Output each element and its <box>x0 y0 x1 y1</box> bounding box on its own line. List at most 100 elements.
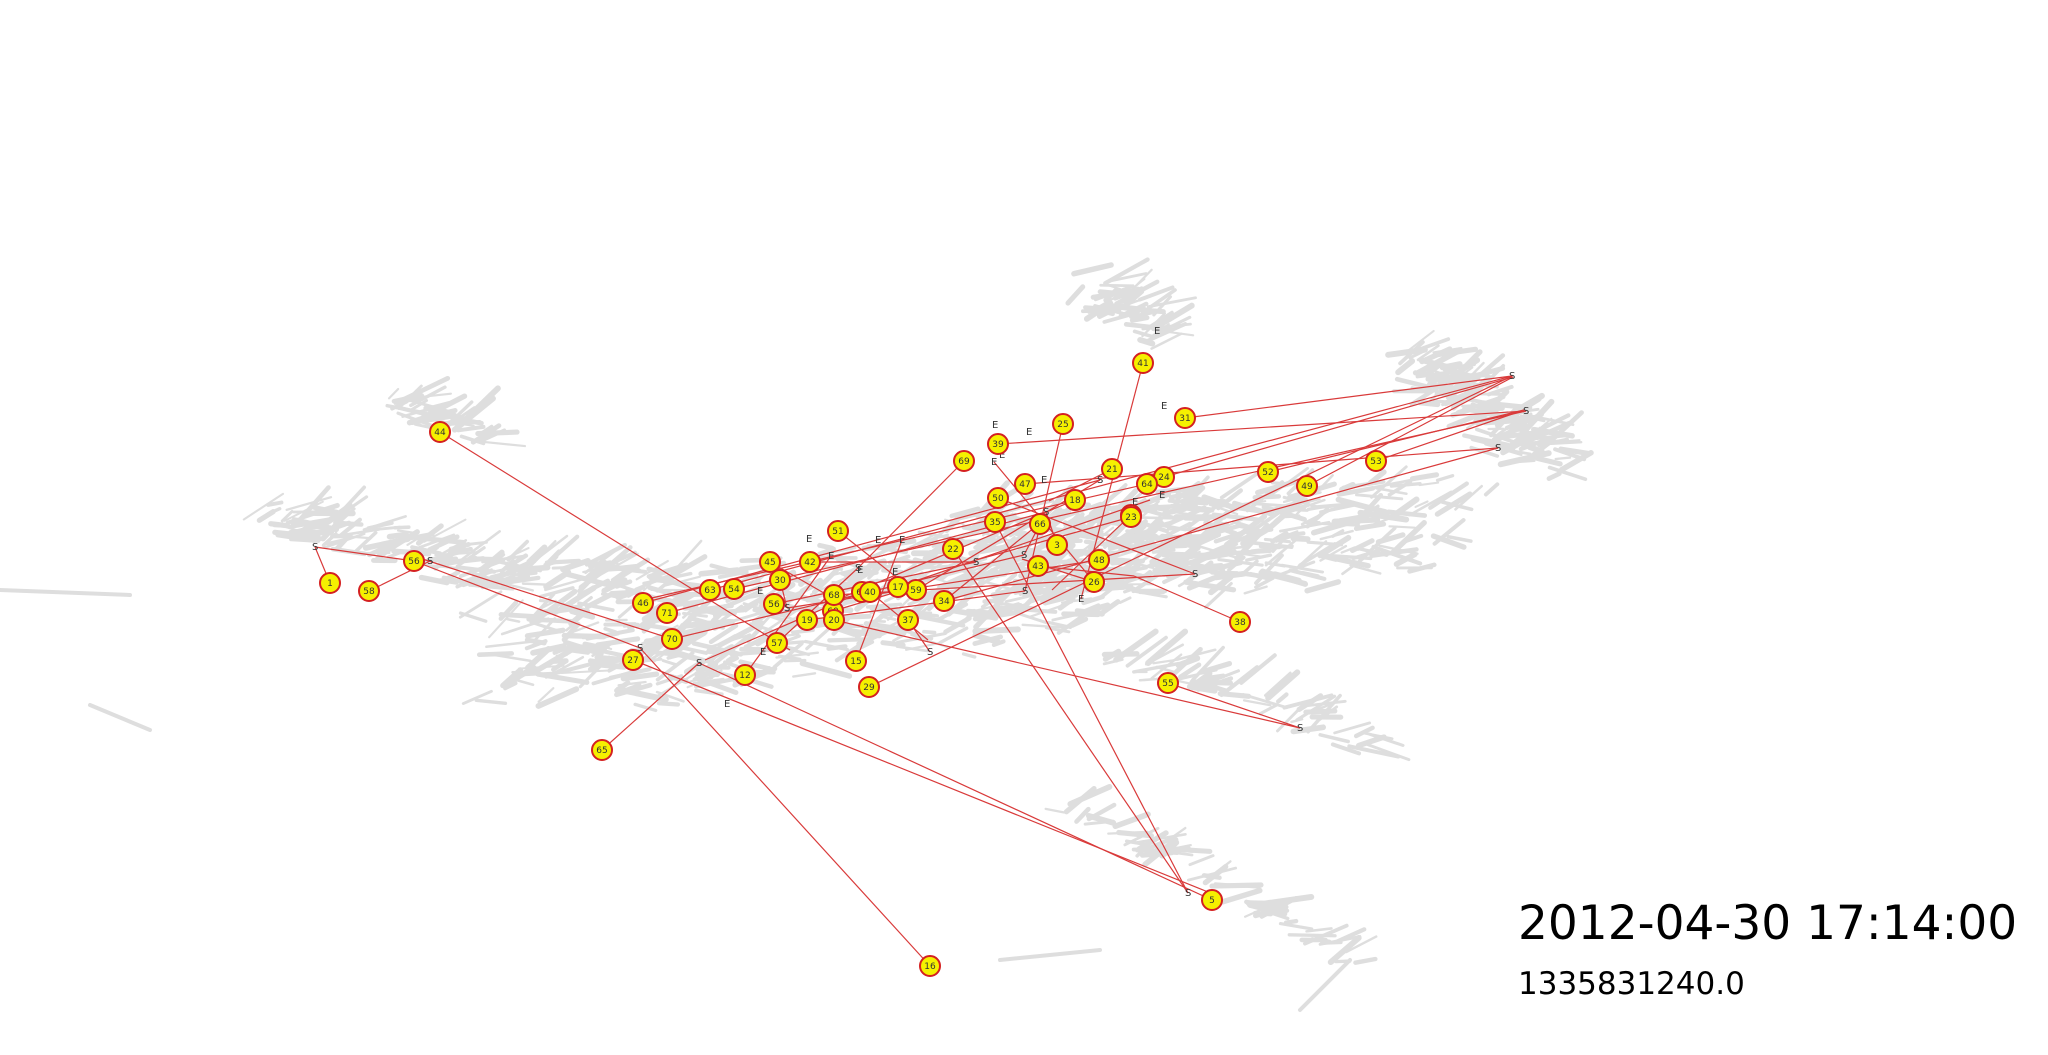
street-segment <box>1497 450 1552 468</box>
vehicle-marker[interactable]: 37 <box>897 609 919 631</box>
vehicle-marker-label: 53 <box>1370 457 1381 467</box>
vehicle-marker[interactable]: 68 <box>823 584 845 606</box>
street-segment <box>682 622 717 636</box>
vehicle-marker[interactable]: 46 <box>632 592 654 614</box>
vehicle-marker-label: 63 <box>704 586 715 596</box>
vehicle-marker[interactable]: 57 <box>766 632 788 654</box>
vehicle-marker[interactable]: 16 <box>919 955 941 977</box>
trip-start-label: S <box>1297 723 1303 734</box>
trip-line <box>1037 565 1135 577</box>
vehicle-marker[interactable]: 30 <box>769 569 791 591</box>
vehicle-marker-circle <box>766 632 788 654</box>
street-segment <box>1150 332 1183 350</box>
vehicle-marker[interactable]: 39 <box>987 433 1009 455</box>
vehicle-marker-label: 68 <box>828 591 840 601</box>
vehicle-marker[interactable]: 42 <box>799 551 821 573</box>
vehicle-marker[interactable]: 29 <box>858 676 880 698</box>
vehicle-marker-label: 40 <box>864 588 876 598</box>
trip-line <box>1184 375 1513 419</box>
vehicle-marker[interactable]: 56 <box>763 593 785 615</box>
vehicle-marker[interactable]: 44 <box>429 421 451 443</box>
street-segment <box>642 571 693 586</box>
street-segment <box>629 648 680 657</box>
street-segment <box>772 641 804 669</box>
vehicle-marker[interactable]: 69 <box>953 450 975 472</box>
vehicle-marker[interactable]: 65 <box>591 739 613 761</box>
vehicle-marker[interactable]: 23 <box>1120 506 1142 528</box>
vehicle-marker-label: 65 <box>596 746 607 756</box>
street-segment <box>1118 596 1132 604</box>
vehicle-marker[interactable]: 55 <box>1157 672 1179 694</box>
vehicle-marker[interactable]: 70 <box>661 628 683 650</box>
vehicle-marker[interactable]: 58 <box>358 580 380 602</box>
vehicle-marker[interactable]: 40 <box>859 581 881 603</box>
vehicle-marker[interactable]: 43 <box>1027 555 1049 577</box>
street-segment <box>972 632 1001 645</box>
street-segment <box>1338 512 1375 523</box>
vehicle-marker[interactable]: 5 <box>1201 889 1223 911</box>
vehicle-marker-circle <box>429 421 451 443</box>
vehicle-marker[interactable]: 71 <box>656 602 678 624</box>
street-segment <box>799 660 853 679</box>
vehicle-marker[interactable]: 64 <box>1136 473 1158 495</box>
vehicle-marker[interactable]: 50 <box>987 487 1009 509</box>
vehicle-marker-circle <box>1296 475 1318 497</box>
vehicle-marker[interactable]: 22 <box>942 538 964 560</box>
street-segment <box>1289 498 1326 514</box>
vehicle-marker[interactable]: 41 <box>1132 352 1154 374</box>
vehicle-marker-circle <box>769 569 791 591</box>
street-segment <box>1246 509 1283 536</box>
vehicle-marker[interactable]: 12 <box>734 664 756 686</box>
vehicle-marker[interactable]: 56 <box>403 550 425 572</box>
vehicle-marker[interactable]: 26 <box>1083 571 1105 593</box>
street-segment <box>617 680 647 687</box>
vehicle-marker[interactable]: 51 <box>827 520 849 542</box>
vehicle-marker[interactable]: 48 <box>1088 549 1110 571</box>
street-segment <box>591 670 634 686</box>
vehicle-marker[interactable]: 1 <box>319 572 341 594</box>
street-segment <box>1196 498 1227 502</box>
street-segment <box>565 571 616 589</box>
street-segment <box>1486 384 1514 397</box>
street-segment <box>1335 496 1389 515</box>
vehicle-marker[interactable]: 20 <box>823 609 845 631</box>
vehicle-marker[interactable]: 25 <box>1052 413 1074 435</box>
street-segment <box>1355 493 1404 501</box>
vehicle-marker[interactable]: 34 <box>933 590 955 612</box>
trip-start-label: S <box>1523 406 1529 417</box>
vehicle-marker[interactable]: 47 <box>1014 473 1036 495</box>
street-segment <box>458 590 503 619</box>
vehicle-marker[interactable]: 27 <box>622 649 644 671</box>
vehicle-marker[interactable]: 19 <box>796 609 818 631</box>
street-segment <box>423 518 467 543</box>
street-segment <box>1202 864 1229 886</box>
vehicle-marker[interactable]: 59 <box>905 579 927 601</box>
street-segment <box>323 532 366 549</box>
vehicle-marker[interactable]: 63 <box>699 579 721 601</box>
vehicle-marker[interactable]: 54 <box>723 578 745 600</box>
vehicle-marker-circle <box>1174 407 1196 429</box>
trip-end-label: E <box>875 535 881 546</box>
street-segment <box>1546 471 1562 481</box>
vehicle-marker[interactable]: 17 <box>887 576 909 598</box>
street-segment <box>692 630 708 642</box>
vehicle-marker[interactable]: 38 <box>1229 611 1251 633</box>
street-segment <box>1340 546 1356 554</box>
vehicle-marker[interactable]: 3 <box>1046 534 1068 556</box>
street-segment <box>1159 563 1177 574</box>
street-segment <box>1125 635 1168 668</box>
vehicle-marker[interactable]: 35 <box>984 511 1006 533</box>
vehicle-marker[interactable]: 31 <box>1174 407 1196 429</box>
vehicle-marker[interactable]: 18 <box>1064 489 1086 511</box>
vehicle-marker[interactable]: 52 <box>1257 461 1279 483</box>
vehicle-marker-label: 51 <box>832 527 843 537</box>
vehicle-marker[interactable]: 49 <box>1296 475 1318 497</box>
vehicle-marker[interactable]: 21 <box>1101 458 1123 480</box>
street-segment <box>1074 608 1099 615</box>
vehicle-marker[interactable]: 66 <box>1029 513 1051 535</box>
vehicle-marker[interactable]: 53 <box>1365 450 1387 472</box>
vehicle-marker[interactable]: 15 <box>845 650 867 672</box>
vehicle-marker[interactable]: 45 <box>759 551 781 573</box>
street-segment <box>1409 472 1440 482</box>
street-segment <box>1545 410 1584 447</box>
